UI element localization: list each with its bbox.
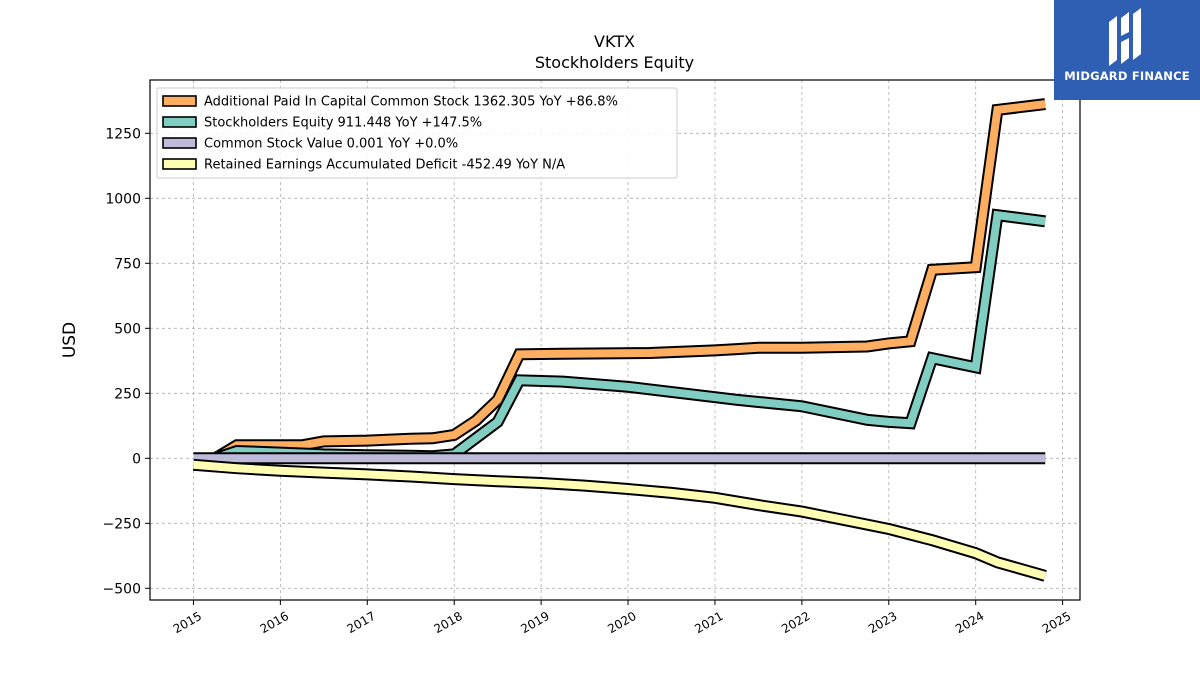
legend-label: Stockholders Equity 911.448 YoY +147.5% (204, 116, 482, 131)
x-tick-label: 2023 (866, 609, 899, 636)
chart-title: VKTX (594, 32, 635, 51)
x-tick-label: 2024 (953, 609, 986, 636)
y-tick-label: −250 (103, 516, 141, 532)
legend-swatch (162, 158, 197, 170)
y-axis-label: USD (60, 322, 80, 358)
y-tick-label: −500 (103, 581, 141, 597)
x-tick-label: 2015 (171, 609, 204, 636)
legend-label: Additional Paid In Capital Common Stock … (204, 95, 618, 110)
legend-box (156, 87, 678, 179)
legend-swatch (162, 116, 197, 128)
series-line-0 (213, 100, 1046, 462)
y-tick-label: 1250 (105, 126, 141, 142)
legend-swatch (162, 137, 197, 149)
legend-swatch (162, 95, 197, 107)
midgard-logo-icon (1109, 8, 1141, 66)
y-tick-label: 250 (114, 386, 141, 402)
x-tick-label: 2016 (258, 609, 291, 636)
legend: Additional Paid In Capital Common Stock … (156, 87, 678, 179)
brand-logo: MIDGARD FINANCE (1054, 0, 1200, 100)
y-tick-label: 500 (114, 321, 141, 337)
legend-label: Common Stock Value 0.001 YoY +0.0% (204, 137, 458, 152)
x-tick-label: 2021 (692, 609, 725, 636)
x-tick-label: 2017 (345, 609, 378, 636)
series-line-3 (193, 460, 1047, 580)
y-tick-label: 750 (114, 256, 141, 272)
series-lines (193, 98, 1047, 582)
x-tick-label: 2025 (1040, 609, 1073, 636)
y-tick-label: 1000 (105, 191, 141, 207)
brand-logo-text: MIDGARD FINANCE (1064, 69, 1190, 83)
x-tick-label: 2022 (779, 609, 812, 636)
x-axis-ticks: 2015 2016 2017 2018 2019 2020 2021 2022 2023 2024… (171, 600, 1073, 636)
series-outline-1 (213, 208, 1046, 464)
series-line-1 (213, 210, 1046, 463)
x-tick-label: 2018 (431, 609, 464, 636)
plot-frame (149, 79, 1081, 601)
x-tick-label: 2019 (518, 609, 551, 636)
y-axis-ticks: −500 −250 0 250 500 750 1000 1250 (103, 126, 150, 597)
chart-subtitle: Stockholders Equity (534, 53, 695, 72)
legend-label: Retained Earnings Accumulated Deficit -4… (204, 158, 565, 173)
y-tick-label: 0 (132, 451, 141, 467)
x-tick-label: 2020 (605, 609, 638, 636)
series-outline-3 (193, 458, 1047, 582)
